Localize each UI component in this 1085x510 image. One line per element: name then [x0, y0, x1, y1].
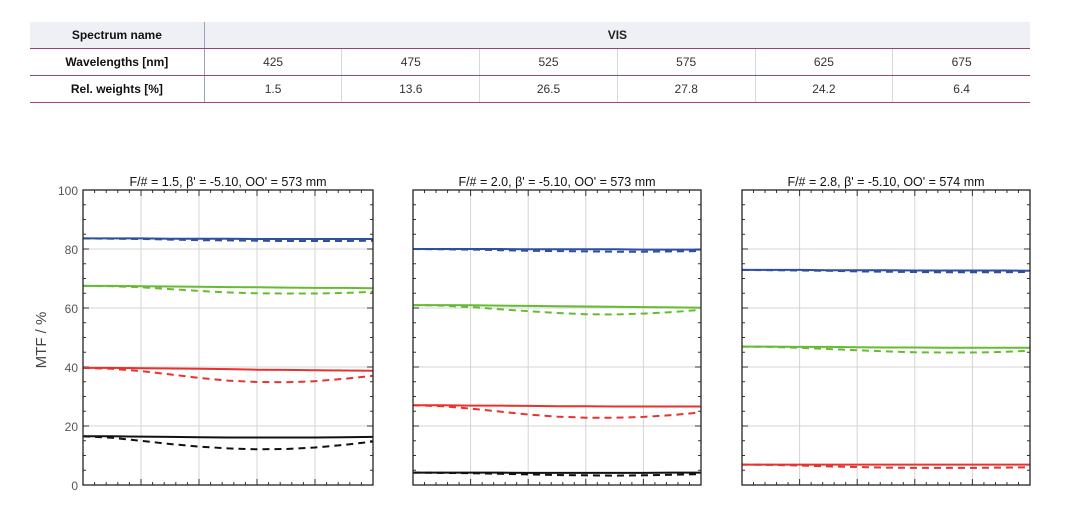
plot-frame [741, 189, 1031, 486]
weight-cell: 26.5 [479, 75, 618, 103]
mtf-line-green-dashed [412, 304, 702, 316]
mtf-chart-f2-0: F/# = 2.0, β' = -5.10, OO' = 573 mm [412, 175, 702, 486]
spectrum-name-label: Spectrum name [30, 22, 205, 49]
chart-title: F/# = 2.0, β' = -5.10, OO' = 573 mm [458, 175, 655, 189]
mtf-line-red-dashed [412, 404, 702, 419]
y-axis-label: MTF / % [33, 312, 50, 369]
mtf-line-green-dashed [741, 345, 1031, 354]
mtf-line-green-solid [83, 284, 374, 290]
mtf-line-black-dashed [412, 471, 702, 477]
y-tick-label: 0 [71, 479, 78, 493]
weight-cell: 1.5 [204, 75, 343, 103]
y-tick-label: 20 [65, 420, 79, 434]
spectrum-row: Spectrum name VIS [30, 22, 1030, 49]
wavelengths-row: Wavelengths [nm] 425 475 525 575 625 675 [30, 48, 1030, 76]
y-tick-label: 40 [65, 361, 79, 375]
weights-row: Rel. weights [%] 1.5 13.6 26.5 27.8 24.2… [30, 75, 1030, 103]
mtf-line-green-solid [742, 345, 1030, 349]
weights-label: Rel. weights [%] [30, 75, 205, 103]
weight-cell: 6.4 [892, 75, 1030, 103]
y-tick-label: 100 [58, 184, 78, 198]
y-tick-label: 60 [65, 302, 79, 316]
plot-frame [412, 189, 702, 486]
mtf-line-red-dashed [82, 366, 374, 384]
chart-title: F/# = 2.8, β' = -5.10, OO' = 574 mm [787, 175, 984, 189]
mtf-line-blue-dashed [82, 237, 374, 242]
mtf-line-green-dashed [82, 284, 374, 295]
mtf-chart-f2-8: F/# = 2.8, β' = -5.10, OO' = 574 mm [741, 175, 1031, 486]
mtf-line-red-solid [413, 404, 701, 408]
plot-frame [82, 189, 374, 486]
weight-cell: 27.8 [617, 75, 756, 103]
mtf-line-black-solid [83, 435, 374, 439]
wavelength-cell: 675 [892, 48, 1030, 76]
spectrum-table: Spectrum name VIS Wavelengths [nm] 425 4… [30, 22, 1030, 103]
wavelength-cell: 475 [341, 48, 481, 76]
mtf-line-blue-solid [742, 268, 1031, 272]
mtf-line-blue-solid [83, 237, 373, 240]
mtf-line-blue-dashed [412, 248, 702, 253]
spectrum-name-value: VIS [204, 22, 1030, 49]
weight-cell: 13.6 [341, 75, 481, 103]
mtf-line-blue-solid [413, 248, 701, 251]
wavelength-cell: 575 [617, 48, 756, 76]
wavelength-cell: 525 [479, 48, 618, 76]
mtf-charts: F/# = 1.5, β' = -5.10, OO' = 573 mm MTF … [33, 175, 1031, 493]
mtf-line-red-dashed [741, 463, 1031, 469]
mtf-line-green-solid [413, 304, 702, 309]
y-tick-label: 80 [65, 243, 79, 257]
mtf-line-blue-dashed [741, 268, 1031, 274]
chart-title: F/# = 1.5, β' = -5.10, OO' = 573 mm [129, 175, 326, 189]
mtf-line-black-dashed [82, 435, 374, 451]
mtf-line-red-solid [83, 366, 374, 372]
wavelength-cell: 625 [755, 48, 894, 76]
wavelength-cell: 425 [204, 48, 343, 76]
mtf-chart-f1-5: F/# = 1.5, β' = -5.10, OO' = 573 mm MTF … [33, 175, 374, 493]
wavelengths-label: Wavelengths [nm] [30, 48, 205, 76]
weight-cell: 24.2 [755, 75, 894, 103]
